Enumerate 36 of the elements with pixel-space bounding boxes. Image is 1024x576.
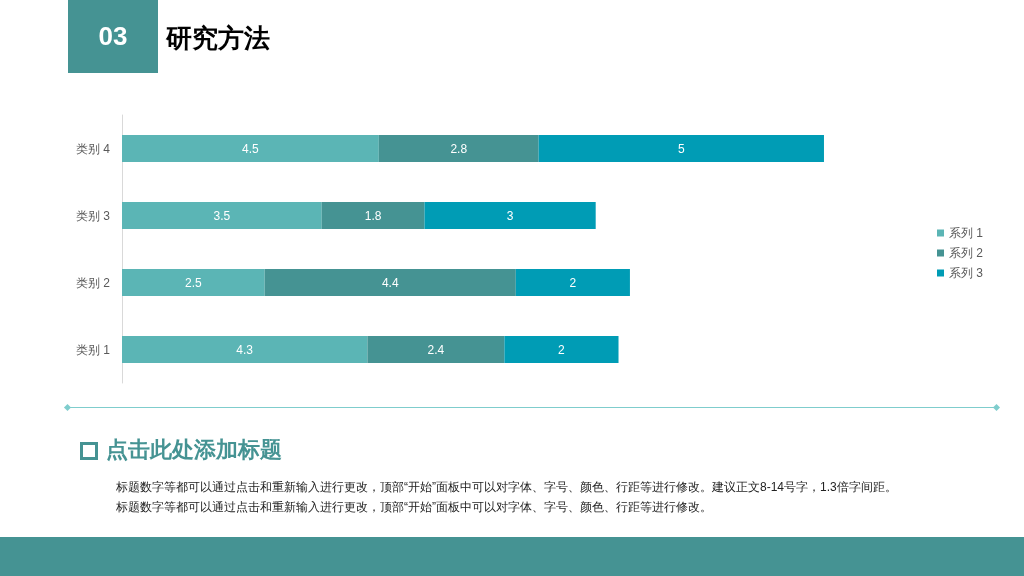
data-label: 3.5 [213,208,231,223]
text: 03 [98,21,128,52]
legend-label: 系列 1 [948,226,984,240]
text: 标题数字等都可以通过点击和重新输入进行更改，顶部“开始”面板中可以对字体、字号、颜色、行距等进行修改。建议正文8-14号字，1.3倍字间距。 [116,479,897,496]
bar [538,135,824,162]
legend-label: 系列 2 [948,246,984,260]
legend-label: 系列 3 [948,266,984,280]
data-label: 5 [677,141,685,156]
bar [122,336,368,363]
chart-title: 研究方法 [166,22,270,55]
bar [122,135,379,162]
bar [367,336,505,363]
data-label: 1.8 [364,208,382,223]
data-label: 4.5 [242,141,260,156]
y-tick-label: 类别 2 [75,275,111,290]
bar [264,269,516,296]
text: 点击此处添加标题 [106,436,282,464]
data-label: 2.4 [427,342,445,357]
data-label: 3 [506,208,514,223]
text: 标题数字等都可以通过点击和重新输入进行更改，顶部“开始”面板中可以对字体、字号、颜色、行距等进行修改。 [116,499,712,516]
bar [122,269,265,296]
y-tick-label: 类别 3 [75,208,111,223]
bar [424,202,596,229]
bar [504,336,619,363]
data-label: 4.4 [381,275,399,290]
y-tick-label: 类别 4 [75,141,111,156]
data-label: 2 [569,275,577,290]
y-tick-label: 类别 1 [75,342,111,357]
data-label: 2.8 [450,141,468,156]
bar [122,202,322,229]
data-label: 2 [558,342,566,357]
data-label: 4.3 [236,342,254,357]
bar [515,269,630,296]
bar [321,202,425,229]
bar [378,135,539,162]
data-label: 2.5 [185,275,202,290]
